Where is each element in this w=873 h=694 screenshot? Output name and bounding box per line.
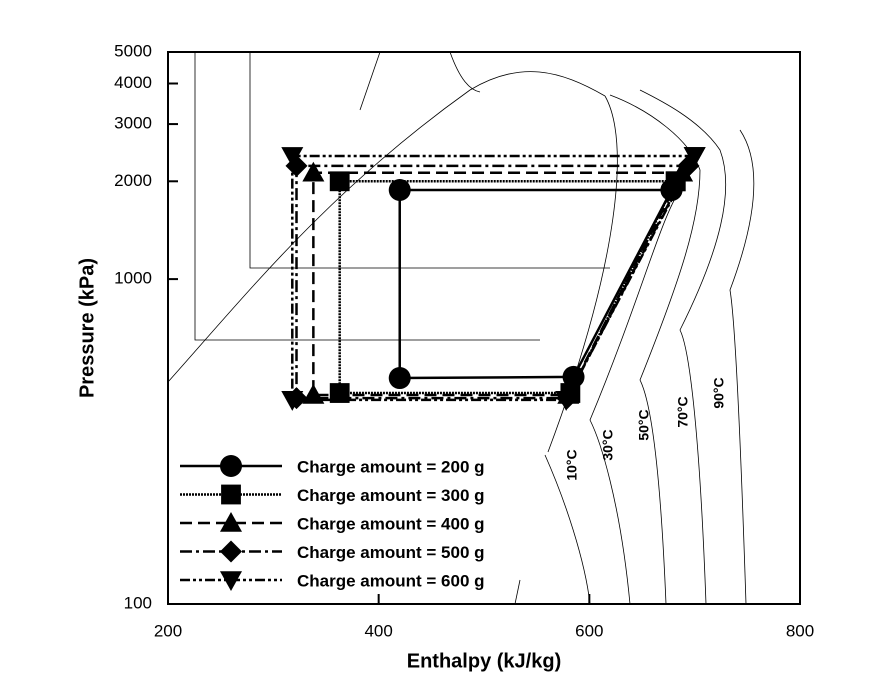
plot-frame — [167, 51, 801, 605]
isotherm-label: 10°C — [564, 449, 580, 480]
cycle-line — [291, 154, 696, 402]
marker — [555, 391, 578, 411]
legend-label: Charge amount = 400 g — [297, 514, 485, 533]
x-tick-label: 200 — [154, 621, 182, 640]
isotherm-label: 70°C — [675, 396, 691, 427]
x-tick-label: 400 — [364, 621, 392, 640]
marker — [683, 147, 706, 167]
marker — [671, 161, 694, 182]
background-diagram — [168, 52, 755, 604]
marker — [329, 171, 350, 192]
legend-marker — [220, 512, 242, 532]
y-axis-title: Pressure (kPa) — [76, 258, 98, 398]
legend-marker — [220, 571, 242, 591]
marker — [281, 147, 304, 167]
y-tick-label: 1000 — [114, 269, 152, 288]
y-tick-label: 4000 — [114, 73, 152, 92]
legend-label: Charge amount = 300 g — [297, 486, 485, 505]
y-tick-label: 5000 — [114, 41, 152, 60]
marker — [281, 391, 304, 411]
isotherm-label: 50°C — [636, 409, 652, 440]
isotherm-label: 90°C — [711, 377, 727, 408]
marker — [302, 161, 325, 182]
marker — [388, 179, 411, 202]
y-tick-label: 3000 — [114, 114, 152, 133]
marker — [388, 367, 411, 390]
legend-label: Charge amount = 600 g — [297, 571, 485, 590]
isotherm-label: 30°C — [600, 429, 616, 460]
y-tick-label: 100 — [124, 593, 152, 612]
legend-label: Charge amount = 500 g — [297, 543, 485, 562]
cycle-line — [312, 171, 684, 397]
legend-marker — [220, 455, 242, 477]
legend-label: Charge amount = 200 g — [297, 457, 485, 476]
legend-marker — [221, 484, 241, 505]
x-axis-title: Enthalpy (kJ/kg) — [407, 650, 561, 672]
x-tick-label: 600 — [575, 621, 603, 640]
y-tick-label: 2000 — [114, 171, 152, 190]
x-tick-label: 800 — [786, 621, 814, 640]
legend-marker — [220, 540, 242, 563]
cycle-line — [398, 188, 673, 380]
